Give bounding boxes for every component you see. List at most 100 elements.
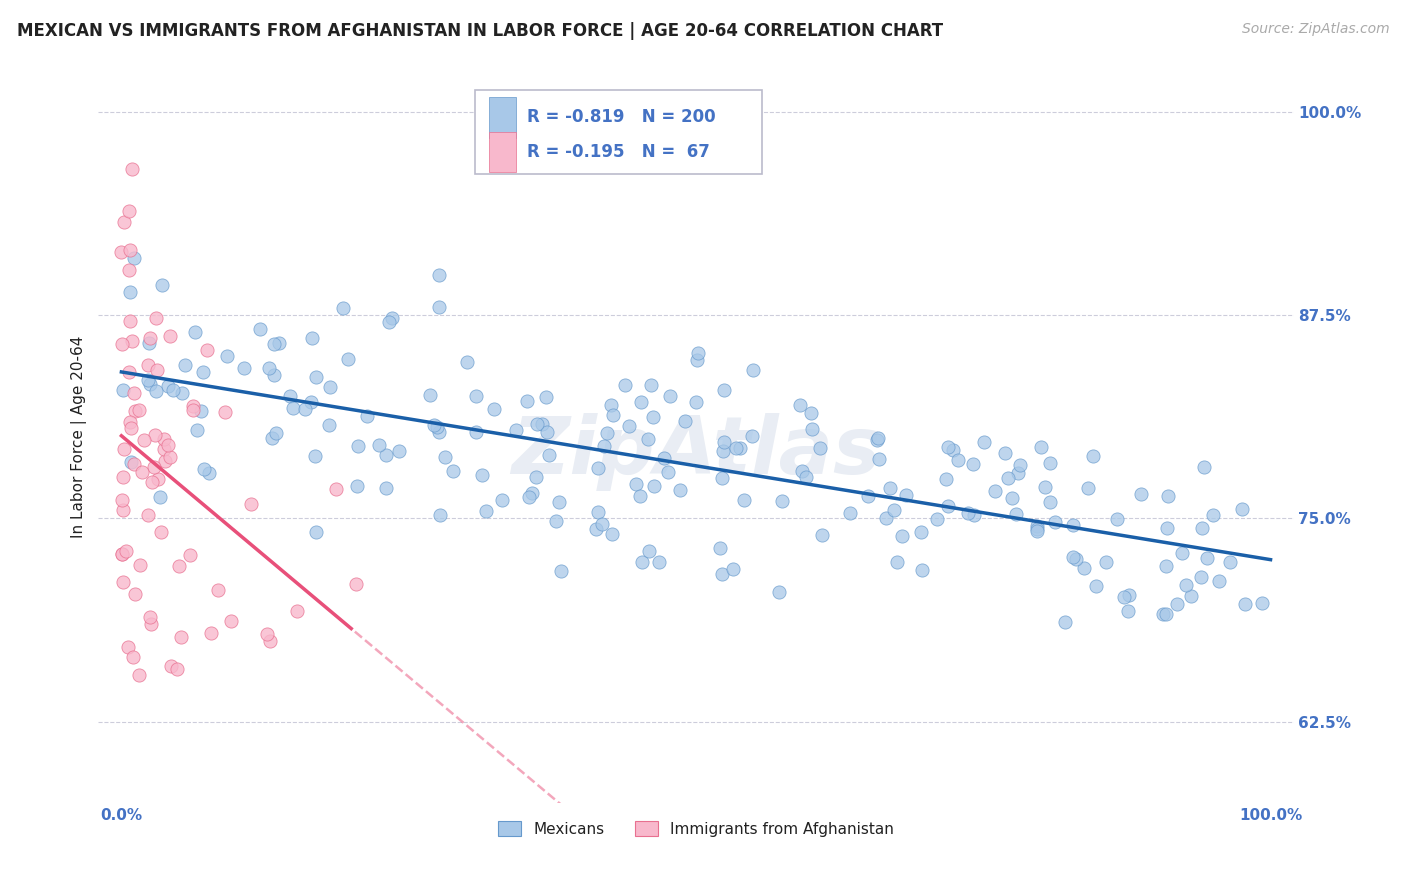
Text: MEXICAN VS IMMIGRANTS FROM AFGHANISTAN IN LABOR FORCE | AGE 20-64 CORRELATION CH: MEXICAN VS IMMIGRANTS FROM AFGHANISTAN I… <box>17 22 943 40</box>
Point <box>725 442 748 456</box>
Point <box>600 398 623 412</box>
Point <box>170 630 193 644</box>
Point <box>1189 570 1212 584</box>
Point <box>112 215 135 229</box>
Point <box>388 443 411 458</box>
Point <box>136 508 159 523</box>
Point <box>524 469 547 483</box>
Point <box>256 627 278 641</box>
Point <box>659 389 682 403</box>
Point <box>1202 508 1225 523</box>
Point <box>112 383 135 397</box>
Point <box>550 564 572 578</box>
Point <box>517 490 540 504</box>
Point <box>811 528 834 542</box>
Point <box>484 402 506 417</box>
Point <box>728 441 751 455</box>
Point <box>1154 558 1177 573</box>
Point <box>283 401 305 415</box>
Point <box>1192 460 1215 475</box>
Point <box>713 384 735 398</box>
Point <box>643 479 665 493</box>
Point <box>1077 482 1099 496</box>
Point <box>1085 579 1108 593</box>
Point <box>1230 501 1253 516</box>
Point <box>526 417 548 431</box>
Point <box>652 450 675 465</box>
Point <box>139 376 162 391</box>
Point <box>794 470 817 484</box>
Point <box>875 510 897 524</box>
Point <box>546 514 568 528</box>
Point <box>183 403 205 417</box>
Point <box>112 470 135 484</box>
Point <box>294 402 316 417</box>
Point <box>139 616 162 631</box>
Point <box>1033 480 1056 494</box>
Point <box>709 541 731 556</box>
Point <box>146 362 169 376</box>
Point <box>886 555 908 569</box>
Point <box>145 384 167 398</box>
Point <box>686 346 709 360</box>
Point <box>911 563 934 577</box>
Point <box>139 609 162 624</box>
Text: R = -0.195   N =  67: R = -0.195 N = 67 <box>527 143 710 161</box>
Point <box>325 483 347 497</box>
Point <box>157 378 180 392</box>
Point <box>167 558 190 573</box>
Point <box>638 543 661 558</box>
Point <box>153 442 176 456</box>
Point <box>536 425 558 439</box>
Point <box>172 385 194 400</box>
Point <box>630 394 652 409</box>
Point <box>1156 521 1178 535</box>
Point <box>505 423 527 437</box>
Point <box>233 361 256 376</box>
Point <box>648 555 671 569</box>
Point <box>263 337 285 351</box>
Point <box>219 614 242 628</box>
Point <box>118 263 141 277</box>
FancyBboxPatch shape <box>475 90 762 174</box>
Point <box>1039 456 1062 470</box>
Point <box>596 425 619 440</box>
Point <box>600 527 623 541</box>
Point <box>1118 588 1140 602</box>
Point <box>337 351 360 366</box>
Point <box>1251 596 1274 610</box>
Point <box>742 363 765 377</box>
Point <box>346 479 368 493</box>
Point <box>686 353 709 368</box>
Point <box>626 476 648 491</box>
Point <box>214 404 236 418</box>
Point <box>1010 458 1032 473</box>
Point <box>1007 466 1029 480</box>
Point <box>1081 449 1104 463</box>
Point <box>138 336 160 351</box>
Point <box>1157 489 1180 503</box>
Point <box>111 548 134 562</box>
Point <box>935 472 957 486</box>
Point <box>153 454 176 468</box>
Point <box>121 650 143 665</box>
Point <box>1180 589 1202 603</box>
Point <box>1152 607 1174 621</box>
Point <box>305 525 328 540</box>
Point <box>112 575 135 590</box>
Point <box>520 486 543 500</box>
Point <box>124 404 146 418</box>
Point <box>128 667 150 681</box>
Point <box>711 471 734 485</box>
Point <box>267 335 290 350</box>
Point <box>591 517 613 532</box>
Point <box>118 285 141 299</box>
Point <box>1062 518 1084 533</box>
Point <box>1154 607 1177 621</box>
Point <box>883 503 905 517</box>
Point <box>1025 518 1047 533</box>
Point <box>264 426 287 441</box>
Point <box>128 403 150 417</box>
Point <box>375 482 398 496</box>
Point <box>174 358 197 372</box>
